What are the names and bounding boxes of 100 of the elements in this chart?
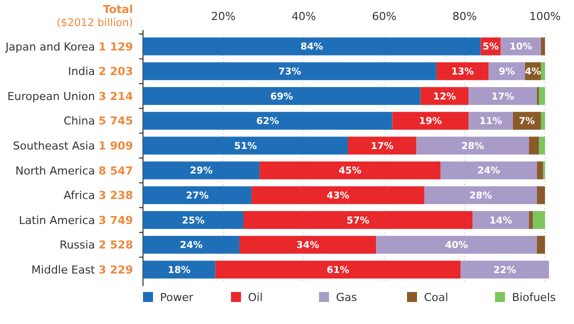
legend-label: Coal xyxy=(424,290,448,304)
bar xyxy=(252,186,424,204)
data-label: 4% xyxy=(524,66,542,78)
data-label: 27% xyxy=(186,190,210,202)
bar xyxy=(239,236,376,254)
data-label: 84% xyxy=(300,42,324,53)
text: 3 229 xyxy=(98,263,133,276)
x-tick-label: 80% xyxy=(452,10,477,23)
y-tick-label: Middle East xyxy=(31,263,96,276)
text: 2 528 xyxy=(98,238,133,252)
bar xyxy=(538,87,545,105)
bar xyxy=(143,87,420,105)
data-label: 14% xyxy=(489,215,513,226)
y-tick-label: India xyxy=(68,65,95,78)
text: 3 749 xyxy=(98,214,133,227)
data-label: 62% xyxy=(256,116,280,128)
data-label: 51% xyxy=(234,140,258,152)
legend-label: Power xyxy=(160,290,194,304)
x-tick-label: 40% xyxy=(292,10,316,23)
y-tick-label: Africa xyxy=(64,189,95,202)
bar xyxy=(143,136,348,155)
text: ($2012 billion) xyxy=(56,17,133,29)
data-label: 61% xyxy=(326,264,350,276)
data-label: 5% xyxy=(482,42,500,53)
data-label: 11% xyxy=(479,116,503,128)
legend-label: Biofuels xyxy=(512,290,556,304)
bar xyxy=(536,236,545,254)
data-label: 34% xyxy=(296,240,320,252)
bar xyxy=(472,211,529,229)
bar xyxy=(440,161,537,180)
data-label: 17% xyxy=(491,91,515,102)
data-label: 25% xyxy=(182,215,206,226)
bar xyxy=(532,211,545,229)
data-label: 24% xyxy=(180,240,204,252)
y-tick-label: Japan and Korea xyxy=(4,40,95,54)
y-tick-label: Latin America xyxy=(18,214,95,227)
data-label: 19% xyxy=(419,116,442,128)
x-tick-label: 100% xyxy=(529,10,561,23)
bar xyxy=(376,236,537,254)
bar xyxy=(540,37,545,56)
legend-label: Gas xyxy=(336,290,358,304)
bar xyxy=(215,260,461,279)
text: 8 547 xyxy=(98,164,133,178)
y-tick-label: North America xyxy=(15,164,95,178)
data-label: 28% xyxy=(469,190,493,202)
data-label: 17% xyxy=(370,140,394,152)
text: 5 745 xyxy=(98,114,133,128)
bar xyxy=(536,186,545,204)
data-label: 22% xyxy=(493,264,517,276)
text: 1 909 xyxy=(98,139,133,152)
data-label: 29% xyxy=(190,166,214,177)
bar xyxy=(536,161,543,180)
x-tick-label: 60% xyxy=(372,10,396,23)
data-label: 9% xyxy=(498,66,516,78)
bar xyxy=(143,260,216,279)
bar xyxy=(143,161,260,180)
bar xyxy=(243,211,473,229)
text: 3 238 xyxy=(98,189,133,202)
bar xyxy=(468,87,537,105)
bar xyxy=(143,112,392,130)
text: 3 214 xyxy=(98,90,134,103)
data-label: 28% xyxy=(461,140,484,152)
data-label: 12% xyxy=(433,91,456,102)
text: 1 129 xyxy=(98,40,133,54)
bar xyxy=(460,260,549,279)
bar xyxy=(260,161,440,180)
data-label: 43% xyxy=(326,190,350,202)
bar xyxy=(540,62,545,80)
bar xyxy=(416,136,529,155)
bar xyxy=(528,211,533,229)
data-label: 69% xyxy=(270,91,294,102)
y-tick-label: Russia xyxy=(60,238,95,252)
data-label: 45% xyxy=(338,166,362,177)
data-label: 13% xyxy=(451,66,474,78)
bar xyxy=(143,236,240,254)
bar xyxy=(143,37,481,56)
bar xyxy=(540,112,545,130)
bar xyxy=(424,186,537,204)
text: Total xyxy=(102,3,133,16)
data-label: 24% xyxy=(477,166,501,177)
bar xyxy=(392,112,469,130)
bar xyxy=(143,186,252,204)
bar xyxy=(528,136,539,155)
data-label: 73% xyxy=(278,66,302,78)
text: 2 203 xyxy=(98,65,133,78)
bar xyxy=(538,136,545,155)
x-tick-label: 20% xyxy=(211,10,236,23)
data-label: 40% xyxy=(445,240,468,252)
data-label: 7% xyxy=(518,116,536,128)
y-tick-label: Southeast Asia xyxy=(12,139,95,152)
y-tick-label: European Union xyxy=(7,90,96,103)
y-tick-label: China xyxy=(64,114,95,128)
bar xyxy=(143,211,244,229)
bar xyxy=(420,87,469,105)
bar xyxy=(348,136,416,155)
legend-label: Oil xyxy=(248,290,263,304)
data-label: 18% xyxy=(168,264,192,276)
bar xyxy=(143,62,436,80)
data-label: 10% xyxy=(509,42,533,53)
data-label: 57% xyxy=(346,215,370,226)
